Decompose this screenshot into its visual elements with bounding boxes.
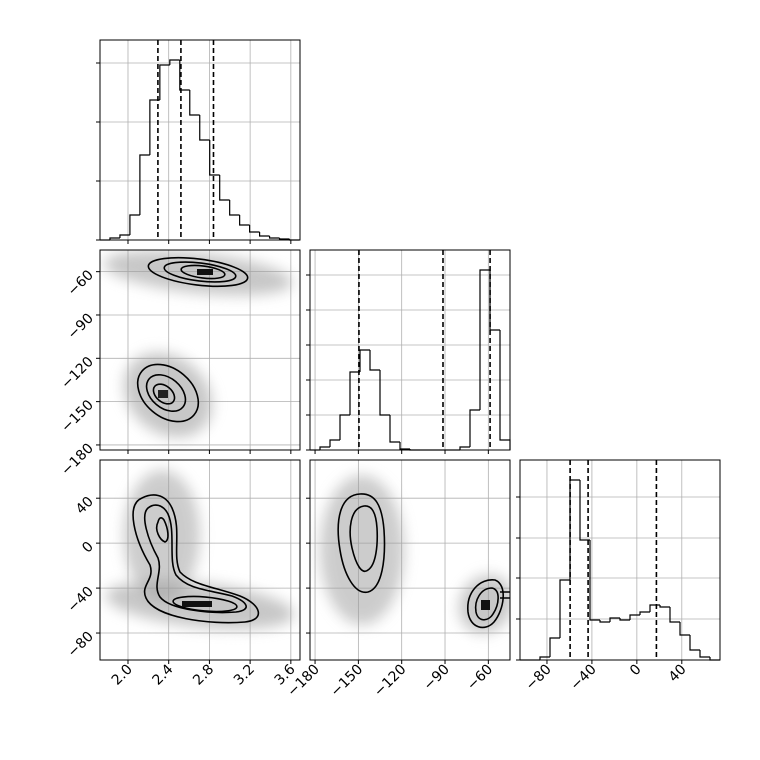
y-tick-label: 0 bbox=[79, 539, 97, 557]
hist-bin bbox=[278, 238, 290, 240]
x-tick-label: 2.8 bbox=[190, 662, 217, 689]
hist-bin bbox=[239, 215, 250, 226]
x-tick-label: −90 bbox=[421, 662, 453, 694]
x-tick-label: 2.0 bbox=[109, 662, 136, 689]
hist-bin bbox=[119, 234, 130, 238]
x-tick-label: 3.2 bbox=[231, 662, 258, 689]
hist-bin bbox=[268, 236, 280, 239]
hist-bin bbox=[249, 225, 260, 233]
hist-bin bbox=[209, 140, 220, 176]
x-tick-label: 40 bbox=[666, 662, 690, 686]
hist-bin bbox=[559, 579, 570, 638]
x-tick-label: −80 bbox=[523, 662, 555, 694]
hist-bin bbox=[679, 622, 690, 636]
hist-bin bbox=[459, 446, 470, 450]
density-panel-1-0 bbox=[103, 250, 293, 438]
hist-bin bbox=[639, 611, 650, 615]
hist-bin bbox=[349, 371, 360, 415]
hist-bin bbox=[619, 618, 630, 621]
hist-bin bbox=[258, 232, 270, 237]
x-tick-label: 0 bbox=[627, 662, 645, 680]
hist-bin bbox=[609, 617, 620, 622]
hist-bin bbox=[199, 115, 210, 141]
x-tick-label: −60 bbox=[464, 662, 496, 694]
hist-bin bbox=[229, 200, 240, 216]
hist-bin bbox=[569, 479, 580, 580]
hist-bin bbox=[169, 59, 180, 65]
x-tick-label: −150 bbox=[328, 662, 367, 701]
hist-bin bbox=[669, 607, 680, 623]
x-tick-label: −120 bbox=[371, 662, 410, 701]
hist-bin bbox=[179, 60, 190, 91]
x-tick-label: −40 bbox=[568, 662, 600, 694]
hist-bin bbox=[629, 614, 640, 620]
hist-bin bbox=[659, 605, 670, 608]
y-tick-label: 40 bbox=[73, 494, 97, 518]
hist-bin bbox=[219, 175, 230, 201]
hist-bin bbox=[319, 446, 330, 450]
panel-frame bbox=[99, 39, 301, 241]
hist-bin bbox=[689, 635, 700, 651]
hist-bin bbox=[369, 350, 380, 371]
hist-bin bbox=[589, 540, 600, 621]
hist-bin bbox=[109, 237, 120, 240]
y-tick-label: −40 bbox=[65, 584, 97, 616]
x-tick-label: 2.4 bbox=[149, 661, 176, 688]
y-tick-label: −150 bbox=[58, 397, 97, 436]
y-tick-label: −120 bbox=[58, 354, 97, 393]
hist-bin bbox=[499, 330, 511, 450]
panel-frame bbox=[519, 459, 721, 661]
hist-bin bbox=[399, 442, 410, 450]
hist-bin bbox=[549, 637, 560, 657]
hist-bin bbox=[339, 414, 350, 440]
panel-frame bbox=[99, 249, 301, 451]
hist-bin bbox=[379, 370, 390, 416]
panel-frame bbox=[309, 249, 511, 451]
hist-bin bbox=[139, 154, 150, 215]
hist-bin bbox=[649, 604, 660, 612]
density-panel-2-0 bbox=[105, 470, 295, 630]
hist-bin bbox=[329, 439, 340, 447]
y-tick-label: −60 bbox=[65, 267, 97, 299]
hist-bin bbox=[149, 99, 160, 155]
hist-bin bbox=[699, 650, 710, 658]
hist-bin bbox=[579, 480, 590, 541]
hist-bin bbox=[489, 270, 500, 331]
y-tick-label: −90 bbox=[65, 310, 97, 342]
density-panel-2-1 bbox=[320, 475, 510, 634]
hist-bin bbox=[479, 269, 490, 410]
y-tick-label: −180 bbox=[58, 440, 97, 479]
hist-bin bbox=[159, 64, 170, 100]
hist-bin bbox=[469, 409, 480, 447]
panel-frame bbox=[309, 459, 511, 661]
hist-bin bbox=[539, 656, 550, 660]
hist-bin bbox=[129, 214, 140, 235]
hist-bin bbox=[359, 349, 370, 372]
hist-bin bbox=[189, 90, 200, 116]
panel-frame bbox=[99, 459, 301, 661]
hist-bin bbox=[389, 415, 400, 443]
hist-bin bbox=[599, 620, 610, 623]
y-tick-label: −80 bbox=[65, 629, 97, 661]
